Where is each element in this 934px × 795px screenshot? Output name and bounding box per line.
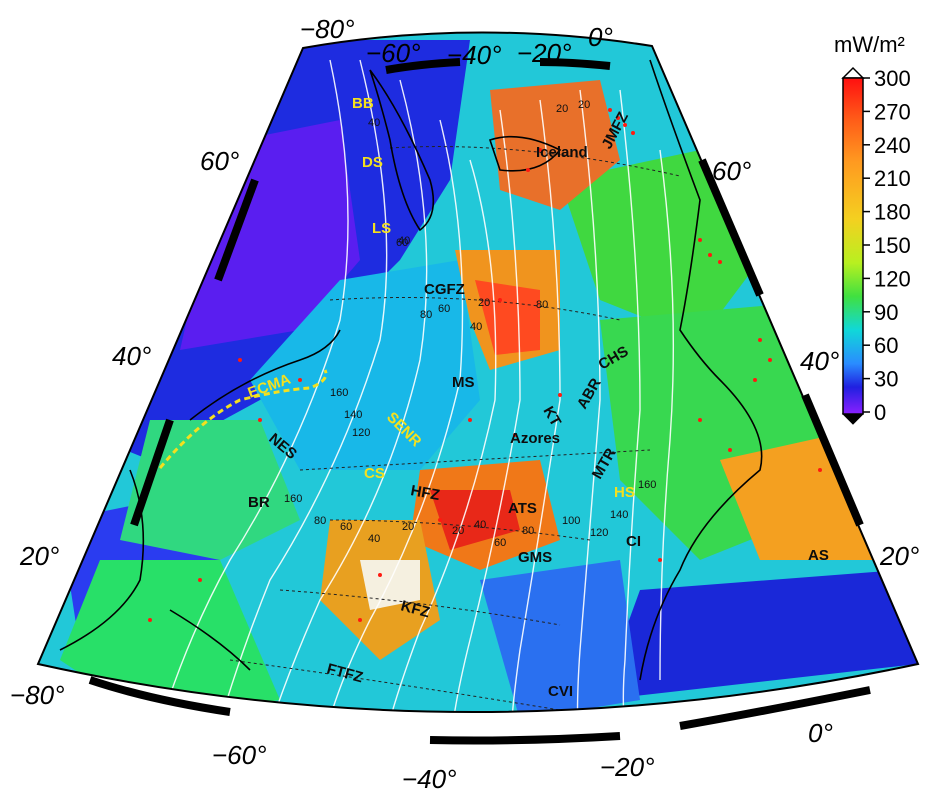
iso-label: 120 — [590, 527, 608, 539]
iso-label: 60 — [396, 237, 408, 249]
label-hs: HS — [614, 484, 635, 501]
lon-label-bottom: −20° — [600, 752, 655, 782]
colorbar-tick-label: 90 — [874, 300, 898, 325]
label-cs: CS — [364, 465, 385, 482]
lat-label-right: 60° — [712, 156, 751, 186]
label-cvi: CVI — [548, 683, 573, 700]
colorbar-tick-label: 300 — [874, 66, 911, 91]
colorbar-tick-label: 240 — [874, 133, 911, 158]
lat-label-left: 60° — [200, 146, 239, 176]
label-ats: ATS — [508, 500, 537, 517]
coastlines — [59, 59, 763, 681]
label-bb: BB — [352, 95, 374, 112]
colorbar-top-arrow — [841, 66, 865, 79]
lat-label-left: 40° — [112, 341, 151, 371]
lon-label-bottom: −40° — [402, 764, 457, 794]
iso-label: 100 — [562, 515, 580, 527]
iso-label: 60 — [494, 537, 506, 549]
graticule-labels: −80° −60° −40° −20° 0° 60° 40° 20° 60° 4… — [10, 14, 919, 794]
iso-label: 40 — [368, 533, 380, 545]
frame-ticks — [88, 58, 871, 745]
colorbar-tick-label: 30 — [874, 367, 898, 392]
iso-label: 160 — [330, 387, 348, 399]
lat-label-right: 20° — [879, 541, 919, 571]
colorbar-title: mW/m² — [834, 32, 905, 57]
iso-label: 80 — [536, 299, 548, 311]
lon-label-top: −80° — [300, 14, 355, 44]
label-ms: MS — [452, 374, 475, 391]
iso-label: 60 — [438, 303, 450, 315]
lon-label-bottom: 0° — [808, 718, 833, 748]
colorbar-tick-label: 180 — [874, 200, 911, 225]
colorbar-tick-label: 0 — [874, 400, 886, 425]
iso-label: 160 — [284, 493, 302, 505]
colorbar-bar — [842, 77, 864, 415]
label-ci: CI — [626, 533, 641, 550]
lon-label-bottom: −80° — [10, 680, 65, 710]
iso-label: 40 — [470, 321, 482, 333]
iso-label: 80 — [522, 525, 534, 537]
iso-label: 40 — [474, 519, 486, 531]
iso-label: 20 — [452, 525, 464, 537]
colorbar-bottom-arrow — [841, 413, 865, 425]
label-azores: Azores — [510, 430, 560, 447]
lon-label-top: −40° — [447, 40, 502, 70]
iso-label: 40 — [368, 117, 380, 129]
label-ds: DS — [362, 154, 383, 171]
iso-label: 80 — [314, 515, 326, 527]
label-cgfz: CGFZ — [424, 281, 465, 298]
ecma-line — [158, 369, 328, 469]
colorbar-tick-label: 120 — [874, 266, 911, 291]
iso-label: 80 — [420, 309, 432, 321]
colorbar-tick-label: 210 — [874, 166, 911, 191]
iso-label: 120 — [352, 427, 370, 439]
iso-label: 20 — [578, 99, 590, 111]
map-frame — [36, 31, 920, 713]
iso-label: 140 — [610, 509, 628, 521]
label-ls: LS — [372, 220, 391, 237]
iso-label: 20 — [556, 103, 568, 115]
lon-label-top: −60° — [366, 38, 421, 68]
iso-label: 40 — [398, 235, 410, 247]
iso-label: 140 — [344, 409, 362, 421]
lon-label-bottom: −60° — [212, 740, 267, 770]
iso-label: 160 — [638, 479, 656, 491]
colorbar-tick-label: 150 — [874, 233, 911, 258]
label-as: AS — [808, 547, 829, 564]
isochron-labels: 20 40 60 80 20 40 60 80 160 140 120 160 … — [284, 99, 656, 549]
lat-label-right: 40° — [800, 346, 839, 376]
label-kfz: KFZ — [399, 597, 432, 621]
iso-label: 20 — [478, 297, 490, 309]
colorbar-tick-label: 60 — [874, 333, 898, 358]
label-iceland: Iceland — [536, 144, 588, 161]
lon-label-top: 0° — [588, 22, 613, 52]
label-br: BR — [248, 494, 270, 511]
lon-label-top: −20° — [517, 38, 572, 68]
label-gms: GMS — [518, 549, 552, 566]
iso-label: 60 — [340, 521, 352, 533]
lat-label-left: 20° — [19, 541, 59, 571]
label-hfz: HFZ — [409, 482, 441, 504]
isochron-lines — [149, 59, 675, 712]
colorbar-tick-label: 270 — [874, 99, 911, 124]
iso-label: 20 — [402, 521, 414, 533]
